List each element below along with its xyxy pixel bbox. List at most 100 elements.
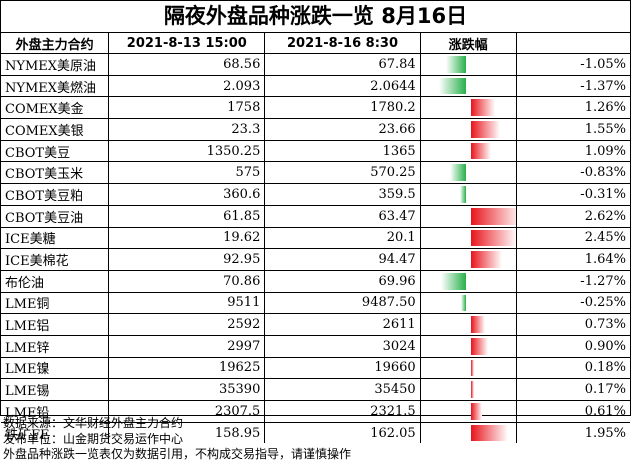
curr-price: 1365 [264,140,421,163]
contract-name: LME镍 [1,357,110,380]
prev-price: 9511 [108,292,266,315]
change-percent: 0.17% [516,378,630,401]
curr-price: 162.05 [264,422,421,444]
change-bar-up [470,337,488,355]
change-bar-cell [420,205,517,228]
contract-name: NYMEX美原油 [1,53,110,76]
table-row: CBOT美豆 1350.25 1365 1.09% [1,140,630,163]
curr-price: 94.47 [264,248,421,271]
change-percent: 1.26% [516,96,630,120]
table-row: LME镍 19625 19660 0.18% [1,357,630,380]
prev-price: 2592 [108,313,266,336]
prev-price: 19625 [108,357,266,380]
contract-name: COMEX美银 [1,118,110,141]
header-curr-price: 2021-8-16 8:30 [264,33,421,54]
change-percent: -0.25% [516,292,630,315]
prev-price: 575 [108,161,266,185]
change-bar-cell [420,292,517,315]
table-body: NYMEX美原油 68.56 67.84 -1.05% NYMEX美燃油 2.093 2.0… [1,53,630,444]
prev-price: 2.093 [108,75,266,98]
change-percent: 1.64% [516,248,630,271]
change-bar-up [470,121,501,138]
curr-price: 1780.2 [264,96,421,120]
table-row: NYMEX美燃油 2.093 2.0644 -1.37% [1,75,630,98]
change-bar-down [445,56,466,73]
contract-name: LME锌 [1,335,110,358]
contract-name: ICE美糖 [1,227,110,250]
curr-price: 19660 [264,357,421,380]
change-bar-up [470,251,502,268]
curr-price: 23.66 [264,118,421,141]
change-bar-cell [420,270,517,293]
change-percent: -1.37% [516,75,630,98]
prev-price: 92.95 [108,248,266,271]
change-bar-cell [420,357,517,380]
table-row: COMEX美银 23.3 23.66 1.55% [1,118,630,141]
change-percent: 2.62% [516,205,630,228]
change-bar-up [470,403,483,420]
change-bar-down [439,77,466,95]
change-bar-cell [420,400,517,423]
table-row: LME铜 9511 9487.50 -0.25% [1,292,630,315]
curr-price: 570.25 [264,161,421,185]
footer-disclaimer: 外盘品种涨跌一览表仅为数据引用，不构成交易指导，请谨慎操作 [3,447,352,461]
change-percent: 1.55% [516,118,630,141]
contract-name: LME铅 [1,400,110,423]
curr-price: 359.5 [264,183,421,206]
prev-price: 1758 [108,96,266,120]
change-percent: 0.18% [516,357,630,380]
table-row: CBOT美豆油 61.85 63.47 2.62% [1,205,630,228]
change-bar-cell [420,248,517,271]
prev-price: 2307.5 [108,400,266,423]
change-percent: 1.09% [516,140,630,163]
prev-price: 2997 [108,335,266,358]
change-bar-cell [420,118,517,141]
contract-name: LME铝 [1,313,110,336]
prev-price: 19.62 [108,227,266,250]
contract-name: CBOT美豆 [1,140,110,163]
change-percent: 2.45% [516,227,630,250]
footer-source: 数据来源：文华财经外盘主力合约 [3,416,184,430]
table-row: LME锡 35390 35450 0.17% [1,378,630,401]
header-change-value [516,33,630,54]
change-percent: 1.95% [584,425,626,441]
curr-price: 35450 [264,378,421,401]
change-percent: -1.05% [516,53,630,76]
curr-price: 3024 [264,335,421,358]
sheet-title: 隔夜外盘品种涨跌一览 8月16日 [1,1,630,33]
header-change: 涨跌幅 [420,33,517,54]
change-percent: 0.61% [516,400,630,423]
change-percent: 0.73% [516,313,630,336]
contract-name: ICE美棉花 [1,248,110,271]
change-bar-cell [420,53,517,76]
change-bar-up [470,381,474,398]
change-bar-up [470,424,508,442]
change-percent: -0.31% [516,183,630,206]
prev-price: 61.85 [108,205,266,228]
footer-notes: 数据来源：文华财经外盘主力合约 发布单位：山金期货交易运作中心 外盘品种涨跌一览… [3,416,351,463]
change-bar-up [470,207,516,225]
contract-name: COMEX美金 [1,96,110,120]
prev-price: 23.3 [108,118,266,141]
change-bar-down [449,164,466,182]
table-row: CBOT美豆粕 360.6 359.5 -0.31% [1,183,630,206]
change-bar-up [470,99,495,117]
change-percent: -1.27% [516,270,630,293]
curr-price: 20.1 [264,227,421,250]
price-table: 外盘主力合约 2021-8-13 15:00 2021-8-16 8:30 涨跌… [1,33,630,444]
contract-name: LME铜 [1,292,110,315]
change-bar-up [470,359,475,377]
contract-name: LME锡 [1,378,110,401]
contract-name: 铁矿FE [1,422,110,444]
curr-price: 63.47 [264,205,421,228]
curr-price: 67.84 [264,53,421,76]
contract-name: NYMEX美燃油 [1,75,110,98]
contract-name: CBOT美玉米 [1,161,110,185]
change-bar-down [441,272,466,290]
curr-price: 9487.50 [264,292,421,315]
change-bar-cell [420,140,517,163]
table-row: 铁矿FE 158.95 162.05 1.95% [1,422,630,444]
contract-name: CBOT美豆粕 [1,183,110,206]
prev-price: 68.56 [108,53,266,76]
change-bar-cell [420,161,517,185]
